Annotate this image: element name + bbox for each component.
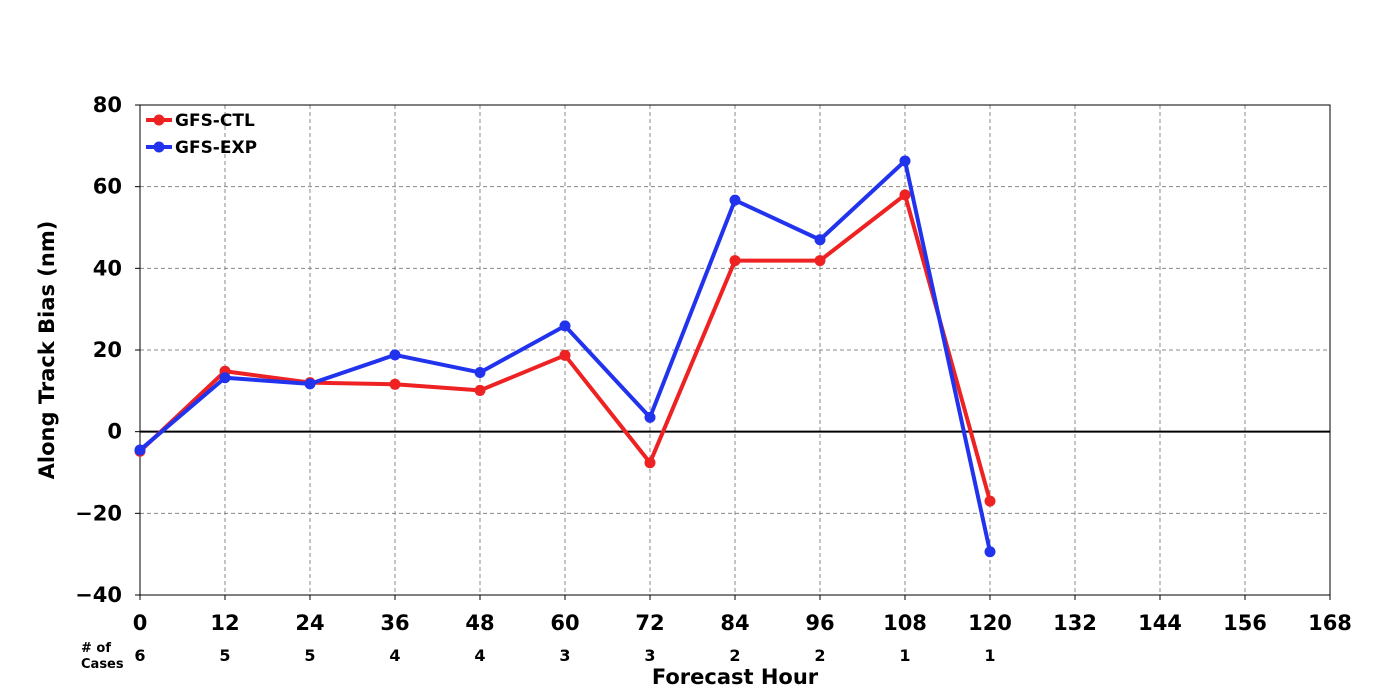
case-count: 4 <box>474 646 485 665</box>
grid <box>140 105 1330 595</box>
case-count: 2 <box>729 646 740 665</box>
cases-row: # of Cases 6 5 5 4 4 3 3 2 2 1 1 <box>81 641 996 672</box>
x-tick-label: 108 <box>883 611 927 635</box>
legend-label: GFS-CTL <box>175 111 255 131</box>
x-tick-label: 156 <box>1223 611 1267 635</box>
data-point <box>814 255 826 267</box>
data-point <box>644 411 656 423</box>
x-tick-label: 0 <box>133 611 148 635</box>
y-axis-ticks: −40 −20 0 20 40 60 80 <box>75 93 140 607</box>
x-axis-title: Forecast Hour <box>652 665 819 689</box>
x-tick-label: 132 <box>1053 611 1097 635</box>
y-tick-label: 40 <box>93 256 122 280</box>
data-point <box>899 155 911 167</box>
case-count: 4 <box>389 646 400 665</box>
data-point <box>814 234 826 246</box>
data-point <box>729 255 741 267</box>
x-tick-label: 24 <box>295 611 324 635</box>
legend-swatch-marker <box>153 141 165 153</box>
series-layer <box>134 155 996 558</box>
legend-swatch-marker <box>153 114 165 126</box>
data-point <box>389 378 401 390</box>
legend: GFS-CTL GFS-EXP <box>146 111 257 158</box>
data-point <box>984 546 996 558</box>
y-tick-label: 60 <box>93 175 122 199</box>
case-count: 5 <box>219 646 230 665</box>
case-count: 1 <box>899 646 910 665</box>
data-point <box>304 378 316 390</box>
data-point <box>134 444 146 456</box>
x-tick-label: 48 <box>465 611 494 635</box>
y-tick-label: 20 <box>93 338 122 362</box>
x-axis-ticks: 0 12 24 36 48 60 72 84 96 108 120 132 144 156 168 <box>133 595 1352 635</box>
x-tick-label: 12 <box>210 611 239 635</box>
y-tick-label: 0 <box>107 420 122 444</box>
data-point <box>984 495 996 507</box>
case-count: 5 <box>304 646 315 665</box>
x-tick-label: 168 <box>1308 611 1352 635</box>
y-tick-label: −40 <box>75 583 122 607</box>
data-point <box>474 366 486 378</box>
case-count: 3 <box>644 646 655 665</box>
data-point <box>219 372 231 384</box>
cases-title-line: # of <box>81 641 111 656</box>
legend-label: GFS-EXP <box>175 138 257 158</box>
data-point <box>899 189 911 201</box>
x-tick-label: 84 <box>720 611 749 635</box>
x-tick-label: 60 <box>550 611 579 635</box>
case-count: 6 <box>134 646 145 665</box>
x-tick-label: 96 <box>805 611 834 635</box>
y-tick-label: 80 <box>93 93 122 117</box>
y-tick-label: −20 <box>75 501 122 525</box>
data-point <box>559 320 571 332</box>
x-tick-label: 72 <box>635 611 664 635</box>
x-tick-label: 36 <box>380 611 409 635</box>
x-tick-label: 120 <box>968 611 1012 635</box>
cases-title-line: Cases <box>81 657 124 672</box>
x-tick-label: 144 <box>1138 611 1182 635</box>
data-point <box>474 384 486 396</box>
case-count: 3 <box>559 646 570 665</box>
data-point <box>559 349 571 361</box>
data-point <box>729 194 741 206</box>
y-axis-title: Along Track Bias (nm) <box>35 221 59 480</box>
case-count: 2 <box>814 646 825 665</box>
data-point <box>644 457 656 469</box>
data-point <box>389 349 401 361</box>
cases-title: # of Cases <box>81 641 124 672</box>
case-count: 1 <box>984 646 995 665</box>
